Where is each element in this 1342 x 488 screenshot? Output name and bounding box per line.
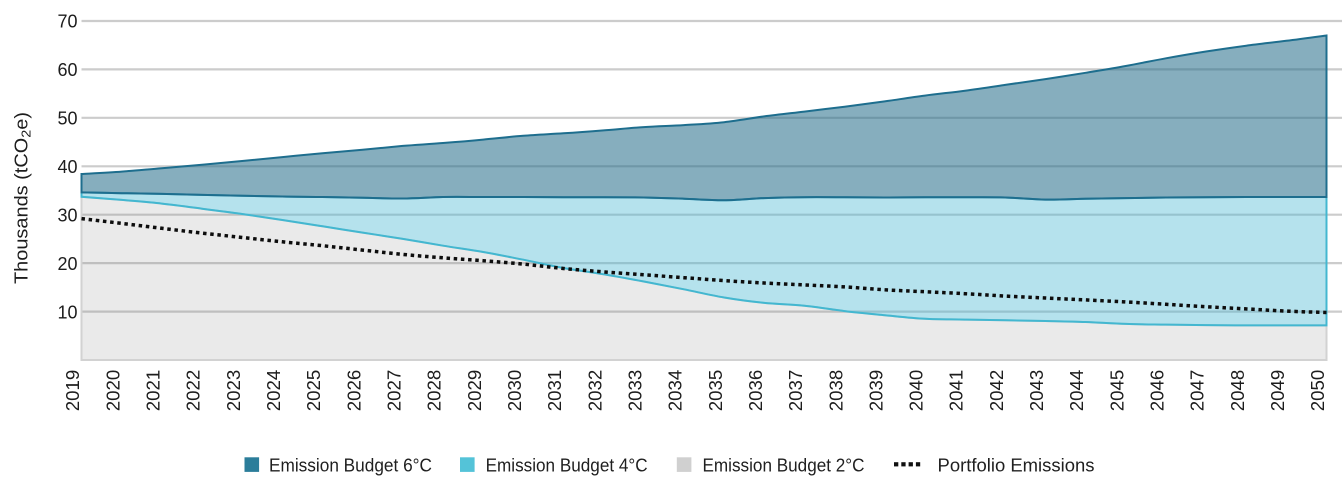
svg-text:2036: 2036 [746,370,766,412]
svg-text:2045: 2045 [1107,370,1127,412]
svg-text:50: 50 [57,109,77,129]
svg-text:2046: 2046 [1148,370,1168,412]
svg-text:2035: 2035 [706,370,726,412]
svg-text:2043: 2043 [1027,370,1047,412]
svg-text:2039: 2039 [866,370,886,412]
svg-text:70: 70 [57,12,77,32]
svg-text:Emission Budget 2°C: Emission Budget 2°C [703,456,865,476]
svg-text:2042: 2042 [987,370,1007,412]
svg-text:2024: 2024 [264,370,284,412]
svg-text:2037: 2037 [786,370,806,412]
svg-text:2044: 2044 [1067,370,1087,412]
svg-text:2049: 2049 [1268,370,1288,412]
svg-text:40: 40 [57,157,77,177]
svg-text:2026: 2026 [344,370,364,412]
svg-text:Portfolio Emissions: Portfolio Emissions [938,456,1095,476]
svg-text:2027: 2027 [385,370,405,412]
svg-text:2022: 2022 [184,370,204,412]
svg-text:2030: 2030 [505,370,525,412]
svg-text:30: 30 [57,205,77,225]
svg-text:2033: 2033 [626,370,646,412]
svg-text:Thousands (tCO2e): Thousands (tCO2e) [12,112,34,284]
svg-text:20: 20 [57,254,77,274]
svg-text:2020: 2020 [103,370,123,412]
svg-text:Emission Budget 4°C: Emission Budget 4°C [486,456,648,476]
svg-text:2040: 2040 [907,370,927,412]
svg-text:2021: 2021 [144,370,164,412]
svg-text:2023: 2023 [224,370,244,412]
svg-text:2050: 2050 [1308,370,1328,412]
svg-text:10: 10 [57,302,77,322]
svg-text:Emission Budget 6°C: Emission Budget 6°C [269,456,432,476]
svg-text:2034: 2034 [666,370,686,412]
svg-text:2025: 2025 [304,370,324,412]
svg-text:2031: 2031 [545,370,565,412]
svg-text:2041: 2041 [947,370,967,412]
svg-text:2047: 2047 [1188,370,1208,412]
svg-text:2048: 2048 [1228,370,1248,412]
svg-text:2029: 2029 [465,370,485,412]
svg-text:2038: 2038 [826,370,846,412]
svg-text:2028: 2028 [425,370,445,412]
svg-text:2019: 2019 [63,370,83,412]
svg-text:60: 60 [57,60,77,80]
svg-text:2032: 2032 [585,370,605,412]
